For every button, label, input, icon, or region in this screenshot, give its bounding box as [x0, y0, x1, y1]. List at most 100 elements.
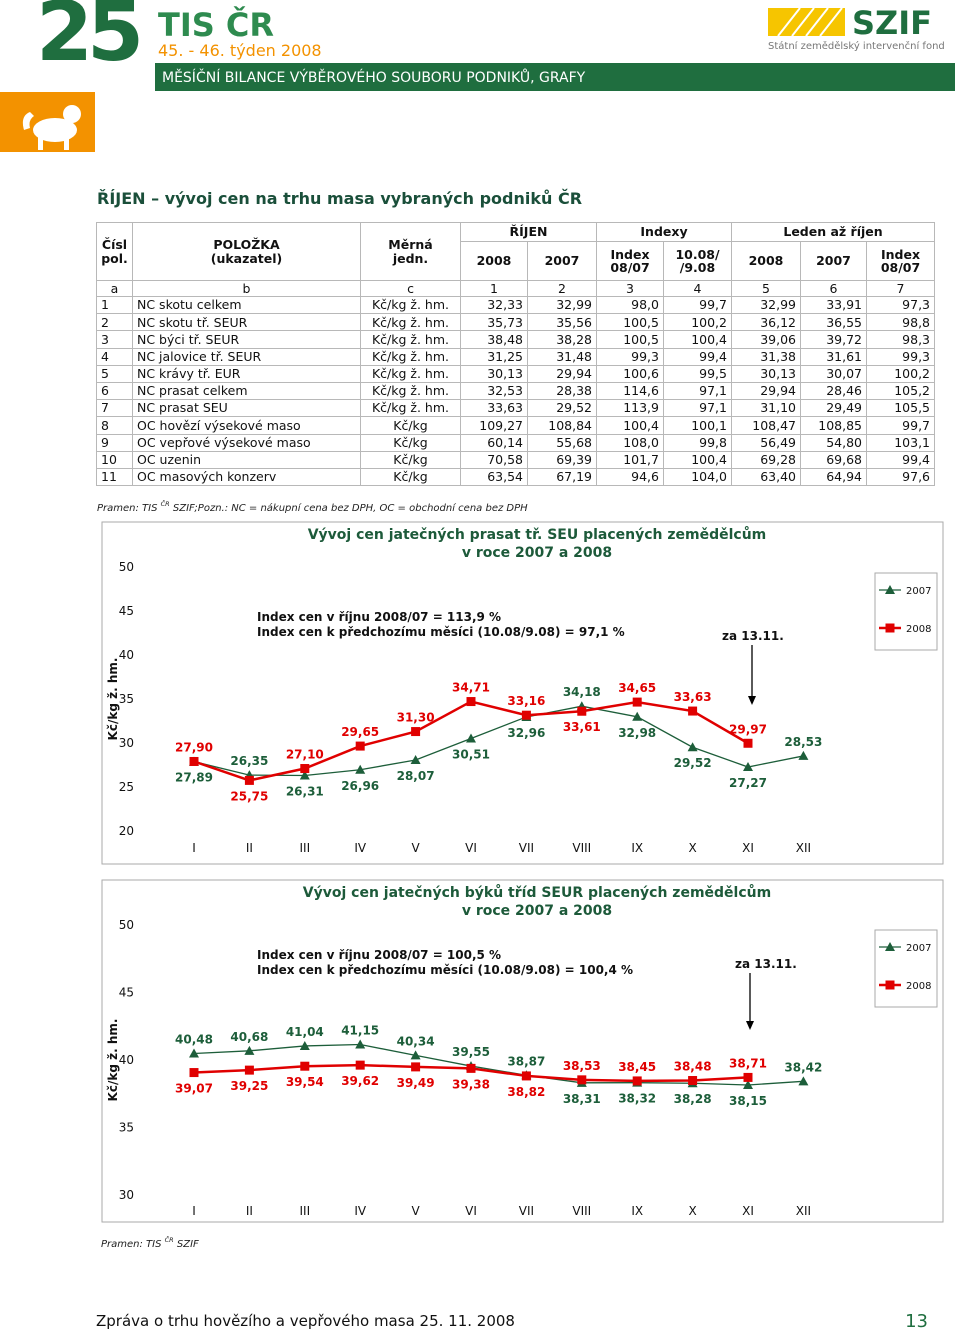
point	[466, 733, 476, 743]
value-label: 39,54	[286, 1075, 324, 1089]
table-cell: 2	[96, 313, 133, 332]
point	[577, 706, 587, 716]
y-tick-label: 35	[119, 1121, 134, 1135]
table-row: 4 NC jalovice tř. SEUR Kč/kg ž. hm. 31,25 31…	[96, 347, 936, 366]
table-cell: 64,94	[800, 467, 867, 487]
chart-title: Vývoj cen jatečných prasat tř. SEU place…	[308, 526, 767, 543]
source-text: SZIF	[174, 1239, 199, 1250]
table-cell: 100,4	[596, 416, 664, 435]
table-cell: 105,2	[865, 381, 936, 401]
footer-text: Zpráva o trhu hovězího a vepřového masa …	[96, 1312, 515, 1330]
y-tick-label: 30	[119, 736, 134, 750]
table-cell: NC býci tř. SEUR	[132, 330, 361, 349]
table-cell: 99,7	[865, 416, 936, 435]
note-text: Pramen: TIS	[97, 503, 161, 514]
table-row: 1 NC skotu celkem Kč/kg ž. hm. 32,33 32,99 98…	[96, 295, 936, 315]
x-tick-label: V	[411, 1204, 420, 1218]
x-tick-label: II	[246, 841, 253, 855]
note-arrowhead	[746, 1021, 754, 1030]
point	[632, 697, 642, 707]
logo: SZIF	[852, 4, 932, 42]
table-cell: NC jalovice tř. SEUR	[132, 347, 361, 366]
legend-label: 2008	[906, 981, 931, 992]
table-cell: 99,8	[663, 433, 732, 452]
table-cell: 30,07	[800, 364, 867, 383]
point	[355, 1039, 366, 1049]
point	[355, 764, 366, 774]
x-tick-label: IX	[631, 841, 643, 855]
point	[521, 710, 531, 720]
column-letter: 6	[800, 280, 867, 297]
point	[798, 750, 809, 760]
table-cell: 99,4	[663, 347, 732, 366]
price-table: Čísl pol. POLOŽKA (ukazatel) Měrná jedn. ŘÍ…	[96, 222, 936, 487]
header-cell: Čísl pol.	[96, 222, 133, 281]
point	[411, 727, 421, 737]
value-label: 39,62	[341, 1074, 379, 1088]
table-cell: 108,84	[527, 416, 597, 435]
note: za 13.11.	[722, 629, 784, 643]
x-tick-label: IV	[354, 841, 367, 855]
column-letter: 5	[731, 280, 801, 297]
table-note: Pramen: TIS ČR SZIF;Pozn.: NC = nákupní …	[97, 499, 528, 514]
x-tick-label: VII	[519, 841, 534, 855]
x-tick-label: X	[688, 841, 696, 855]
brand: TIS ČR	[158, 5, 274, 44]
point	[466, 1063, 476, 1073]
table-cell: 69,68	[800, 450, 867, 469]
value-label: 33,61	[563, 720, 601, 734]
annotation: Index cen k předchozímu měsíci (10.08/9.…	[257, 625, 625, 639]
point	[299, 770, 310, 780]
value-label: 34,71	[452, 681, 490, 695]
table-cell: 39,06	[731, 330, 801, 349]
point	[244, 1065, 254, 1075]
table-cell: 97,1	[663, 399, 732, 418]
source-sup: ČR	[165, 1235, 174, 1244]
value-label: 38,71	[729, 1056, 767, 1070]
point	[688, 1076, 698, 1086]
legend-label: 2007	[906, 586, 931, 597]
table-row: Čísl pol. POLOŽKA (ukazatel) Měrná jedn. ŘÍ…	[96, 222, 936, 281]
table-cell: 97,1	[663, 381, 732, 401]
point	[244, 775, 254, 785]
table-cell: 32,33	[460, 295, 528, 315]
value-label: 38,32	[618, 1092, 656, 1106]
x-tick-label: IV	[354, 1204, 367, 1218]
x-tick-label: III	[299, 1204, 310, 1218]
table-cell: 32,53	[460, 381, 528, 401]
point	[300, 1061, 310, 1071]
value-label: 29,97	[729, 722, 767, 736]
table-cell: 60,14	[460, 433, 528, 452]
table-cell: 3	[96, 330, 133, 349]
note-arrowhead	[748, 696, 756, 705]
column-letter: a	[96, 280, 133, 297]
header-cell: 2008	[731, 241, 801, 281]
legend-marker	[885, 585, 895, 594]
table-cell: 98,3	[865, 330, 936, 349]
table-cell: 29,94	[731, 381, 801, 401]
table-cell: Kč/kg ž. hm.	[360, 381, 461, 401]
x-tick-label: X	[688, 1204, 696, 1218]
table-cell: 28,38	[527, 381, 597, 401]
table-cell: 38,28	[527, 330, 597, 349]
table-cell: 39,72	[800, 330, 867, 349]
header-cell: Měrná jedn.	[360, 222, 461, 281]
header-cell: Leden až říjen	[730, 222, 936, 242]
table-cell: Kč/kg	[360, 433, 461, 452]
table-row: 11 OC masových konzerv Kč/kg 63,54 67,19 94,6…	[96, 467, 936, 487]
column-letter: b	[132, 280, 361, 297]
value-label: 40,68	[230, 1030, 268, 1044]
value-label: 30,51	[452, 748, 490, 762]
header-cell: Indexy	[596, 222, 732, 242]
point	[411, 1062, 421, 1072]
table-row: 7 NC prasat SEU Kč/kg ž. hm. 33,63 29,52 113,…	[96, 399, 936, 418]
x-tick-label: I	[192, 841, 196, 855]
legend-marker	[885, 623, 895, 633]
series-line	[193, 705, 804, 777]
table-cell: 29,52	[527, 399, 597, 418]
series-line	[193, 1043, 804, 1086]
value-label: 31,30	[397, 711, 435, 725]
table-cell: NC prasat SEU	[132, 399, 361, 418]
table-cell: 31,61	[800, 347, 867, 366]
